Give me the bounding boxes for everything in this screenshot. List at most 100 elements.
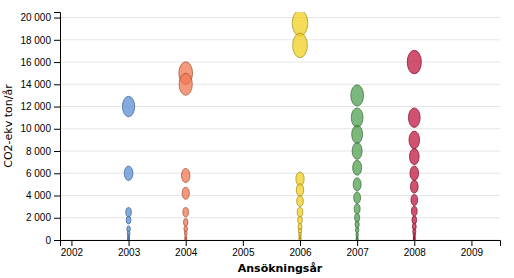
x-tick: 2006: [289, 240, 312, 258]
y-tick-label: 12 000: [20, 101, 51, 112]
series: [122, 96, 134, 240]
bubble: [297, 208, 303, 217]
y-axis-title: CO2-ekv ton/år: [2, 84, 15, 168]
y-tick: 14 000: [20, 79, 60, 90]
y-tick-label: 0: [45, 235, 51, 246]
bubble: [411, 194, 418, 205]
grid-line: [60, 84, 500, 85]
y-tick: 8 000: [26, 146, 60, 157]
bubble: [410, 180, 418, 193]
chart: 2002 2003 2004 2005 2006 2007 2008 2009 0 2 000 4 …: [0, 0, 514, 278]
marks: [122, 12, 421, 240]
series: [407, 50, 421, 240]
x-tick-label: 2003: [118, 247, 141, 258]
bubble: [128, 238, 130, 240]
x-tick-mark: [186, 240, 187, 246]
bubble: [183, 218, 187, 225]
bubble: [409, 149, 419, 165]
x-axis-title: Ansökningsår: [238, 262, 323, 275]
bubble: [181, 168, 190, 182]
y-tick: 2 000: [26, 212, 60, 223]
y-tick-label: 2 000: [26, 212, 51, 223]
bubble: [410, 166, 419, 180]
bubble: [183, 208, 189, 217]
series: [292, 12, 308, 240]
bubble: [408, 108, 420, 128]
y-tick-mark: [54, 84, 60, 85]
bubble: [356, 237, 358, 240]
x-tick: 2004: [175, 240, 198, 258]
y-tick-label: 18 000: [20, 35, 51, 46]
bubble: [296, 184, 303, 196]
bubble: [409, 131, 420, 149]
y-tick: 10 000: [20, 123, 60, 134]
grid-line: [60, 195, 500, 196]
bubble: [413, 237, 415, 240]
bubble: [126, 216, 131, 224]
bubble: [351, 85, 364, 106]
bubble: [297, 196, 304, 207]
y-tick: 6 000: [26, 168, 60, 179]
bubble: [298, 216, 303, 224]
y-tick-label: 8 000: [26, 146, 51, 157]
x-tick: 2003: [118, 240, 141, 258]
y-axis: 0 2 000 4 000 6 000 8 000 10 000 12 000 14 000 1…: [20, 12, 60, 245]
bubble: [354, 192, 361, 203]
y-tick-mark: [54, 107, 60, 108]
y-tick: 4 000: [26, 190, 60, 201]
y-tick-label: 16 000: [20, 57, 51, 68]
x-tick-label: 2009: [461, 247, 484, 258]
bubble: [353, 178, 361, 191]
bubble: [299, 238, 301, 240]
y-tick-label: 14 000: [20, 79, 51, 90]
y-tick: 20 000: [20, 12, 60, 23]
bubble: [407, 50, 421, 74]
grid-line: [60, 17, 500, 18]
x-tick-label: 2008: [404, 247, 427, 258]
y-tick: 0: [45, 235, 60, 246]
x-tick-mark: [129, 240, 130, 246]
series: [179, 62, 193, 240]
grid-line: [60, 62, 500, 63]
bubble: [353, 160, 362, 175]
series: [351, 85, 364, 240]
bubble: [412, 216, 417, 224]
grid-line: [60, 217, 500, 218]
x-tick-mark: [243, 240, 244, 246]
plot: 2002 2003 2004 2005 2006 2007 2008 2009 0 2 000 4 …: [20, 10, 500, 258]
bubble: [352, 125, 363, 143]
y-tick: 16 000: [20, 57, 60, 68]
x-tick: 2008: [404, 240, 427, 258]
y-tick-mark: [54, 18, 60, 19]
bubble: [352, 143, 362, 160]
y-tick: 18 000: [20, 35, 60, 46]
bubble: [293, 33, 308, 58]
grid: [60, 18, 500, 240]
bubble: [124, 166, 133, 180]
x-tick-label: 2004: [175, 247, 198, 258]
x-tick-mark: [300, 240, 301, 246]
x-tick-label: 2007: [347, 247, 370, 258]
bubble: [128, 238, 130, 240]
bubble: [299, 237, 301, 240]
x-tick-label: 2005: [232, 247, 255, 258]
y-tick-mark: [54, 218, 60, 219]
bubble: [126, 208, 132, 217]
x-tick: 2002: [61, 240, 84, 258]
grid-line: [60, 151, 500, 152]
y-tick-mark: [54, 62, 60, 63]
x-tick: 2005: [232, 240, 255, 258]
bubble: [355, 227, 358, 233]
bubble: [411, 206, 417, 215]
bubble: [185, 238, 187, 240]
x-tick-label: 2006: [289, 247, 312, 258]
bubble: [351, 108, 363, 128]
y-tick-label: 4 000: [26, 190, 51, 201]
bubble: [182, 187, 189, 199]
x-tick: 2007: [347, 240, 370, 258]
y-tick-mark: [54, 129, 60, 130]
y-tick-label: 6 000: [26, 168, 51, 179]
bubble: [179, 73, 192, 95]
bubble: [356, 238, 358, 240]
y-tick-mark: [54, 196, 60, 197]
